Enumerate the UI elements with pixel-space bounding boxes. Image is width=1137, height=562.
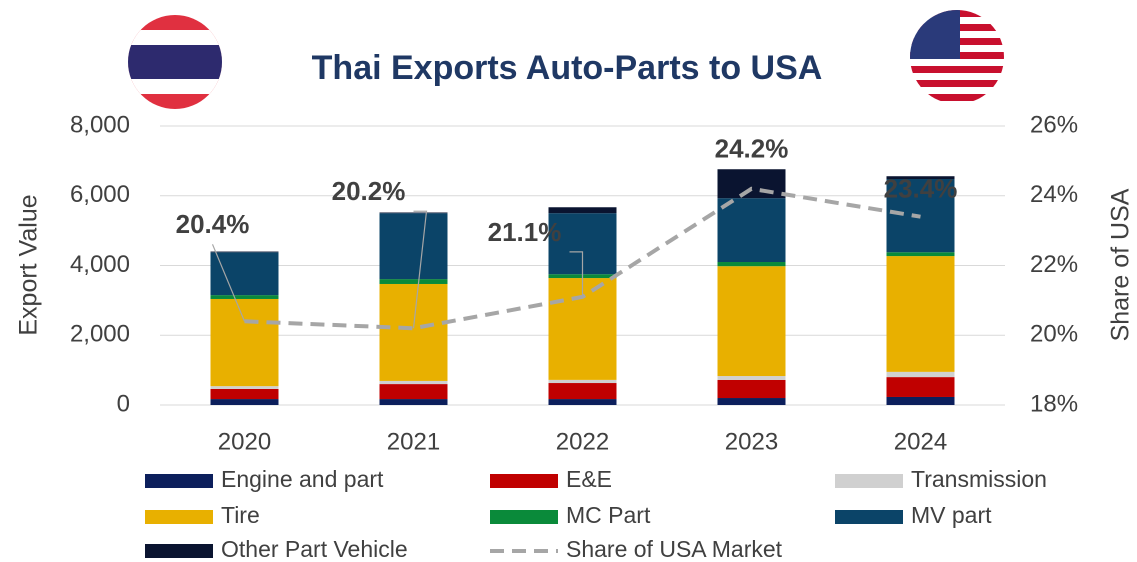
y-axis-title: Export Value	[15, 194, 43, 335]
bar-segment	[379, 399, 448, 405]
y2-tick-label: 18%	[1030, 390, 1078, 417]
legend-swatch	[145, 544, 213, 558]
x-tick-label: 2024	[894, 428, 947, 455]
data-label: 20.2%	[332, 176, 406, 206]
legend-swatch	[145, 510, 213, 524]
legend-label: E&E	[566, 466, 612, 492]
legend-label: Other Part Vehicle	[221, 536, 408, 562]
y2-axis-title: Share of USA	[1107, 188, 1135, 341]
bar-segment	[210, 386, 279, 389]
thai-flag	[128, 15, 222, 109]
bar-segment	[717, 376, 786, 380]
x-tick-label: 2020	[218, 428, 271, 455]
bar-segment	[548, 399, 617, 405]
bar-segment	[717, 266, 786, 377]
y-tick-label: 2,000	[70, 321, 130, 348]
y2-tick-label: 26%	[1030, 111, 1078, 138]
bar-segment	[886, 252, 955, 257]
x-tick-label: 2022	[556, 428, 609, 455]
bar-segment	[548, 379, 617, 384]
legend-label: MV part	[911, 502, 992, 528]
bar-segment	[886, 256, 955, 372]
bar-segment	[210, 298, 279, 387]
bar-segment	[548, 383, 617, 400]
bar-segment	[379, 384, 448, 400]
y-tick-label: 0	[117, 390, 130, 417]
legend-swatch	[490, 474, 558, 488]
bar-segment	[210, 251, 279, 253]
y2-tick-label: 20%	[1030, 321, 1078, 348]
leader-line	[569, 251, 584, 297]
y2-tick-label: 24%	[1030, 181, 1078, 208]
y-tick-label: 4,000	[70, 251, 130, 278]
data-label: 20.4%	[176, 209, 250, 239]
chart-title: Thai Exports Auto-Parts to USA	[312, 49, 823, 87]
leader-line	[412, 210, 428, 329]
legend-label: MC Part	[566, 502, 651, 528]
x-tick-label: 2023	[725, 428, 778, 455]
bar-segment	[717, 398, 786, 405]
bar-segment	[886, 371, 955, 378]
y2-tick-label: 22%	[1030, 251, 1078, 278]
x-tick-label: 2021	[387, 428, 440, 455]
bar-segment	[379, 283, 448, 381]
legend-label: Engine and part	[221, 466, 384, 492]
bar-segment	[548, 207, 617, 214]
bar-segment	[379, 212, 448, 214]
bar-segment	[210, 399, 279, 405]
bar-segment	[210, 388, 279, 400]
bar-segment	[210, 295, 279, 299]
data-label: 23.4%	[884, 174, 958, 204]
bar-segment	[717, 262, 786, 267]
legend-label: Transmission	[911, 466, 1047, 492]
legend-swatch	[835, 510, 903, 524]
legend-label: Tire	[221, 502, 260, 528]
bar-segment	[379, 213, 448, 280]
bar-segment	[379, 279, 448, 284]
bar-segment	[886, 396, 955, 405]
y-tick-label: 6,000	[70, 181, 130, 208]
y-tick-label: 8,000	[70, 111, 130, 138]
bar-segment	[717, 169, 786, 199]
share-line	[244, 186, 921, 331]
data-label: 21.1%	[488, 217, 562, 247]
bar-segment	[886, 377, 955, 397]
usa-flag	[910, 10, 1004, 104]
legend-label: Share of USA Market	[566, 536, 783, 562]
legend-swatch	[490, 510, 558, 524]
bar-segment	[717, 379, 786, 399]
bar-segment	[717, 198, 786, 263]
data-label: 24.2%	[715, 134, 789, 164]
bar-segment	[886, 176, 955, 180]
legend-swatch	[835, 474, 903, 488]
leader-line	[211, 244, 246, 322]
bar-segment	[210, 252, 279, 296]
bar-segment	[379, 380, 448, 385]
legend-swatch	[145, 474, 213, 488]
